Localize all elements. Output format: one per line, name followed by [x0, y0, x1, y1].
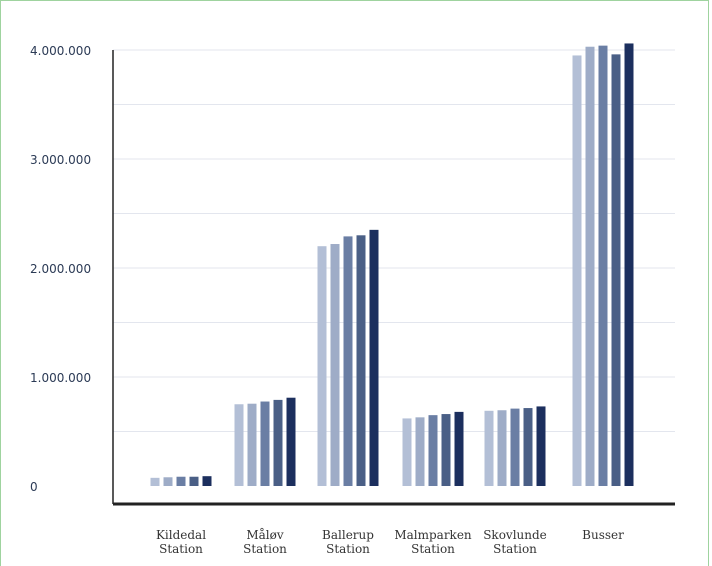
- bar: [611, 54, 621, 487]
- bar: [523, 408, 533, 486]
- y-tick-label: 1.000.000: [30, 371, 91, 385]
- bar: [286, 397, 296, 486]
- x-tick-label: Måløv: [246, 527, 284, 542]
- x-tick-label: Skovlunde: [483, 528, 547, 542]
- bar: [510, 408, 520, 486]
- bar: [598, 45, 608, 486]
- bar: [176, 476, 186, 486]
- bar: [189, 476, 199, 486]
- x-tick-label: Busser: [582, 528, 624, 542]
- bar: [317, 246, 327, 486]
- y-tick-label: 0: [30, 480, 38, 494]
- x-tick-label: Station: [493, 542, 537, 556]
- bar: [536, 406, 546, 486]
- x-tick-label: Malmparken: [394, 528, 472, 542]
- x-tick-label: Station: [326, 542, 370, 556]
- bar: [330, 244, 340, 486]
- bar: [624, 43, 634, 487]
- y-tick-label: 2.000.000: [30, 262, 91, 276]
- y-tick-label: 4.000.000: [30, 44, 91, 58]
- x-tick-label: Ballerup: [322, 528, 374, 542]
- bar: [356, 235, 366, 486]
- bar: [402, 418, 412, 486]
- bar: [572, 55, 582, 486]
- bar: [585, 46, 595, 486]
- bar: [273, 399, 283, 486]
- bar: [369, 229, 379, 486]
- x-tick-label: Station: [159, 542, 203, 556]
- bar: [260, 401, 270, 486]
- x-tick-label: Station: [243, 542, 287, 556]
- x-tick-label: Station: [411, 542, 455, 556]
- bar: [247, 403, 257, 486]
- bar: [163, 477, 173, 486]
- bar: [343, 236, 353, 486]
- bar: [497, 410, 507, 486]
- bar: [150, 477, 160, 486]
- bar: [415, 417, 425, 486]
- y-tick-label: 3.000.000: [30, 153, 91, 167]
- bar: [484, 410, 494, 486]
- bar: [428, 415, 438, 486]
- bar: [454, 411, 464, 486]
- bar: [234, 404, 244, 486]
- bar: [202, 476, 212, 486]
- x-tick-label: Kildedal: [156, 528, 206, 542]
- bar: [441, 414, 451, 486]
